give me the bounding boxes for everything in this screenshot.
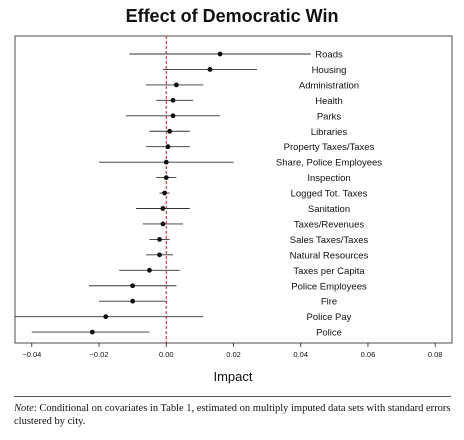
row-label: Sanitation xyxy=(308,204,350,215)
x-axis-label: Impact xyxy=(213,369,252,384)
point-estimate xyxy=(217,51,223,57)
row-label: Sales Taxes/Taxes xyxy=(290,235,369,246)
coefficient-plot: −0.04 −0.02 0.00 0.02 0.04 0.06 0.08 Roads Housi… xyxy=(14,35,453,384)
row-label: Roads xyxy=(315,50,343,61)
row-label: Inspection xyxy=(307,173,350,184)
row-label: Police xyxy=(316,328,342,339)
row-label: Taxes/Revenues xyxy=(294,219,364,230)
row-label: Fire xyxy=(321,297,337,308)
figure-note: Note: Conditional on covariates in Table… xyxy=(14,402,454,428)
row-label: Property Taxes/Taxes xyxy=(284,142,375,153)
row-label: Health xyxy=(315,96,342,107)
point-estimate xyxy=(130,283,136,289)
point-estimate xyxy=(89,329,95,335)
row-label: Natural Resources xyxy=(290,250,369,261)
point-estimate xyxy=(163,159,169,165)
point-estimate xyxy=(173,82,179,88)
point-estimate xyxy=(162,190,167,196)
x-tick-label: −0.04 xyxy=(22,350,41,359)
point-estimate xyxy=(130,298,136,304)
point-estimate xyxy=(160,206,166,211)
note-lead: Note xyxy=(14,403,34,414)
x-tick-label: 0.00 xyxy=(159,350,174,359)
point-estimate xyxy=(207,67,213,72)
point-estimate xyxy=(160,221,166,227)
point-estimate xyxy=(165,144,171,150)
x-tick-label: −0.02 xyxy=(90,350,109,359)
point-estimate xyxy=(147,267,152,273)
plot-frame xyxy=(14,35,453,344)
row-label: Parks xyxy=(317,111,342,122)
note-text: : Conditional on covariates in Table 1, … xyxy=(14,403,451,427)
row-label: Taxes per Capita xyxy=(293,266,365,277)
marks-layer: −0.04 −0.02 0.00 0.02 0.04 0.06 0.08 Roads Housi… xyxy=(15,36,442,359)
row-label: Police Pay xyxy=(307,312,352,323)
point-estimate xyxy=(163,175,169,181)
row-label: Logged Tot. Taxes xyxy=(291,189,368,200)
x-tick-label: 0.06 xyxy=(361,350,376,359)
row-label: Share, Police Employees xyxy=(276,158,382,169)
point-estimate xyxy=(103,314,109,320)
note-divider xyxy=(14,396,451,397)
chart-title: Effect of Democratic Win xyxy=(125,6,339,26)
point-estimate xyxy=(170,113,176,119)
point-estimate xyxy=(157,252,162,258)
row-label: Libraries xyxy=(311,127,348,138)
point-estimate xyxy=(157,237,162,242)
x-tick-label: 0.08 xyxy=(428,350,443,359)
point-estimate xyxy=(167,128,173,134)
x-tick-label: 0.04 xyxy=(293,350,308,359)
point-estimate xyxy=(170,97,176,103)
row-label: Housing xyxy=(312,65,347,76)
x-tick-label: 0.02 xyxy=(226,350,241,359)
row-label: Police Employees xyxy=(291,281,367,292)
row-label: Administration xyxy=(299,80,359,91)
